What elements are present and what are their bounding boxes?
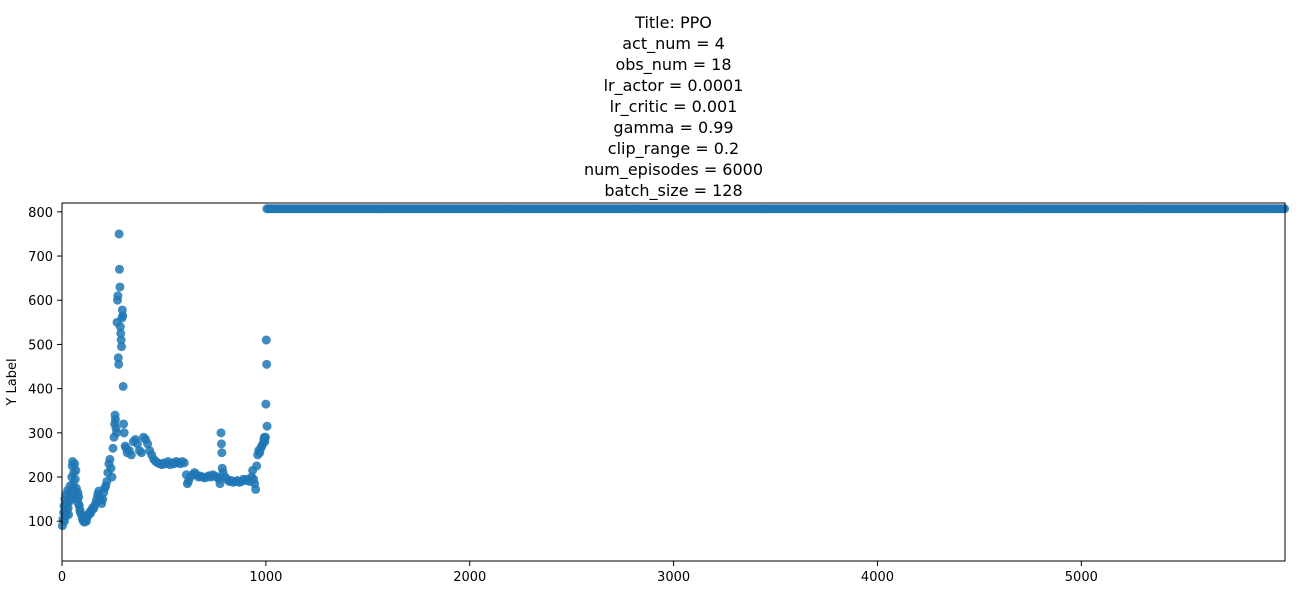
title-line: obs_num = 18	[615, 55, 732, 74]
title-line: num_episodes = 6000	[583, 160, 764, 179]
x-tick-label: 1000	[249, 570, 282, 585]
axes: 0 1000 2000 3000 4000 5000 100 200 300 400 500 600 7…	[28, 202, 1286, 585]
y-tick-label: 100	[28, 515, 53, 530]
x-tick-label: 5000	[1065, 570, 1098, 585]
data-point	[116, 335, 126, 345]
title-line: lr_critic = 0.001	[609, 97, 738, 116]
data-point	[119, 428, 129, 438]
title-line: clip_range = 0.2	[607, 139, 740, 158]
data-point	[179, 458, 189, 468]
data-point	[71, 465, 81, 475]
title-line: lr_actor = 0.0001	[603, 76, 744, 95]
data-point	[262, 421, 272, 431]
data-point	[107, 472, 117, 482]
y-axis-label: Y Label	[5, 358, 20, 406]
data-point	[106, 463, 116, 473]
data-point	[116, 328, 126, 338]
data-point	[216, 428, 226, 438]
data-point	[216, 439, 226, 449]
data-point	[215, 479, 225, 489]
data-point	[117, 342, 127, 352]
data-points	[57, 204, 1290, 531]
y-tick-label: 200	[28, 471, 53, 486]
data-point	[113, 353, 123, 363]
data-point	[126, 450, 136, 460]
data-point	[252, 461, 262, 471]
data-point	[114, 264, 124, 274]
data-point	[74, 492, 84, 502]
data-point	[110, 415, 120, 425]
data-point	[114, 359, 124, 369]
data-point	[261, 335, 271, 345]
data-point	[98, 494, 108, 504]
y-tick-label: 600	[28, 294, 53, 309]
data-point	[261, 399, 271, 409]
data-point	[108, 443, 118, 453]
title-line: gamma = 0.99	[613, 118, 734, 137]
y-tick-label: 800	[28, 206, 53, 221]
data-point	[217, 448, 227, 458]
data-point	[114, 229, 124, 239]
title-line: batch_size = 128	[604, 181, 743, 200]
y-tick-label: 300	[28, 427, 53, 442]
data-point	[260, 432, 270, 442]
title-line: Title: PPO	[635, 13, 712, 32]
y-tick-label: 500	[28, 338, 53, 353]
y-tick-label: 700	[28, 250, 53, 265]
plot-frame	[61, 202, 1286, 562]
data-point	[64, 510, 74, 520]
y-tick-label: 400	[28, 383, 53, 398]
data-point	[105, 454, 115, 464]
data-point	[115, 282, 125, 292]
data-point	[137, 448, 147, 458]
data-point	[112, 428, 122, 438]
data-point	[115, 322, 125, 332]
data-point	[262, 359, 272, 369]
x-tick-label: 2000	[453, 570, 486, 585]
data-point	[113, 291, 123, 301]
data-point	[70, 474, 80, 484]
data-point	[118, 311, 128, 321]
title-line: act_num = 4	[622, 34, 725, 53]
x-tick-label: 3000	[657, 570, 690, 585]
data-point	[119, 419, 129, 429]
chart-title: Title: PPO act_num = 4 obs_num = 18 lr_acto…	[0, 12, 1300, 201]
x-tick-label: 4000	[861, 570, 894, 585]
data-point	[251, 484, 261, 494]
data-point	[118, 381, 128, 391]
x-tick-label: 0	[58, 570, 66, 585]
